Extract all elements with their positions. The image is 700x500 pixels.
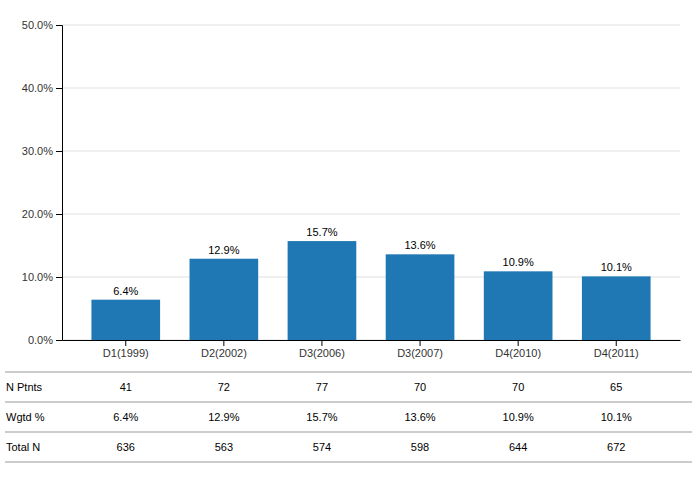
- data-label: 13.6%: [404, 239, 435, 251]
- tick-mark: [616, 340, 617, 346]
- data-label: 6.4%: [113, 285, 138, 297]
- table-cell: 598: [411, 441, 429, 453]
- table-cell: 65: [610, 381, 622, 393]
- tick: 20.0%: [22, 208, 62, 220]
- bar: [484, 271, 553, 340]
- tick-label: D3(2006): [299, 347, 345, 359]
- tick-mark: [125, 340, 126, 346]
- axis-line: [56, 26, 63, 341]
- tick-label: 10.0%: [22, 271, 53, 283]
- tick-mark: [56, 151, 62, 152]
- data-label: 15.7%: [306, 226, 337, 238]
- tick: 50.0%: [22, 19, 62, 31]
- bars: [91, 241, 650, 340]
- tick-mark: [223, 340, 224, 346]
- table-cell: 672: [607, 441, 625, 453]
- table-cell: 70: [414, 381, 426, 393]
- tick: D1(1999): [103, 340, 149, 359]
- axis-line: [63, 340, 681, 341]
- tick: D3(2006): [299, 340, 345, 359]
- table-cell: 41: [120, 381, 132, 393]
- table-cell: 15.7%: [306, 411, 337, 423]
- table-cell: 10.9%: [503, 411, 534, 423]
- data-label: 10.9%: [503, 256, 534, 268]
- tick-label: 20.0%: [22, 208, 53, 220]
- tick-mark: [518, 340, 519, 346]
- row-label: N Ptnts: [6, 381, 43, 393]
- tick-label: 0.0%: [28, 334, 53, 346]
- table-cell: 77: [316, 381, 328, 393]
- row-label: Total N: [6, 441, 40, 453]
- table-cell: 12.9%: [208, 411, 239, 423]
- tick-mark: [56, 340, 62, 341]
- tick-label: 50.0%: [22, 19, 53, 31]
- table: N Ptnts 41 72 77 70 70 65 Wgtd % 6.4% 12.9% 15.7% 1…: [5, 372, 692, 462]
- tick: 10.0%: [22, 271, 62, 283]
- bar: [582, 276, 651, 340]
- tick-mark: [56, 277, 62, 278]
- tick-label: 30.0%: [22, 145, 53, 157]
- tick-label: D4(2011): [594, 347, 639, 359]
- data-label: 12.9%: [208, 244, 239, 256]
- table-cell: 636: [117, 441, 135, 453]
- tick-mark: [321, 340, 322, 346]
- grid-line: [62, 88, 680, 89]
- data-labels: 6.4% 12.9% 15.7% 13.6% 10.9% 10.1%: [113, 226, 632, 297]
- table-cell: 10.1%: [601, 411, 632, 423]
- tick-mark: [56, 214, 62, 215]
- tick-label: 40.0%: [22, 82, 53, 94]
- plot: 6.4% 12.9% 15.7% 13.6% 10.9% 10.1% 0.0% 10.0% 20…: [22, 19, 681, 359]
- chart: 6.4% 12.9% 15.7% 13.6% 10.9% 10.1% 0.0% 10.0% 20…: [0, 0, 700, 500]
- tick-mark: [56, 25, 62, 26]
- bar: [386, 254, 455, 340]
- table-cell: 13.6%: [404, 411, 435, 423]
- bar: [91, 300, 160, 340]
- table-rule: [5, 462, 692, 463]
- tick: D2(2002): [201, 340, 247, 359]
- bar: [190, 259, 259, 340]
- table-cell: 574: [313, 441, 331, 453]
- x-axis: D1(1999) D2(2002) D3(2006) D3(2007) D4(2010)…: [63, 340, 681, 359]
- grid-line: [62, 25, 680, 26]
- table-cell: 644: [509, 441, 527, 453]
- table-cell: 6.4%: [113, 411, 138, 423]
- tick: D4(2010): [495, 340, 541, 359]
- data-label: 10.1%: [601, 261, 632, 273]
- tick: 40.0%: [22, 82, 62, 94]
- tick: 30.0%: [22, 145, 62, 157]
- bar: [288, 241, 357, 340]
- tick-label: D3(2007): [397, 347, 443, 359]
- table-cell: 563: [215, 441, 233, 453]
- grid: [62, 25, 680, 340]
- grid-line: [62, 151, 680, 152]
- row-label: Wgtd %: [6, 411, 45, 423]
- table-rule: [5, 402, 692, 403]
- table-rule: [5, 432, 692, 433]
- tick-label: D2(2002): [201, 347, 247, 359]
- tick: D3(2007): [397, 340, 443, 359]
- grid-line: [62, 214, 680, 215]
- table-cell: 70: [512, 381, 524, 393]
- tick-mark: [420, 340, 421, 346]
- tick-label: D1(1999): [103, 347, 149, 359]
- tick-mark: [56, 88, 62, 89]
- table-rule: [5, 372, 692, 373]
- tick-label: D4(2010): [495, 347, 541, 359]
- tick: 0.0%: [28, 334, 62, 346]
- y-axis: 0.0% 10.0% 20.0% 30.0% 40.0% 50.0%: [22, 19, 63, 346]
- tick: D4(2011): [594, 340, 639, 359]
- table-cell: 72: [218, 381, 230, 393]
